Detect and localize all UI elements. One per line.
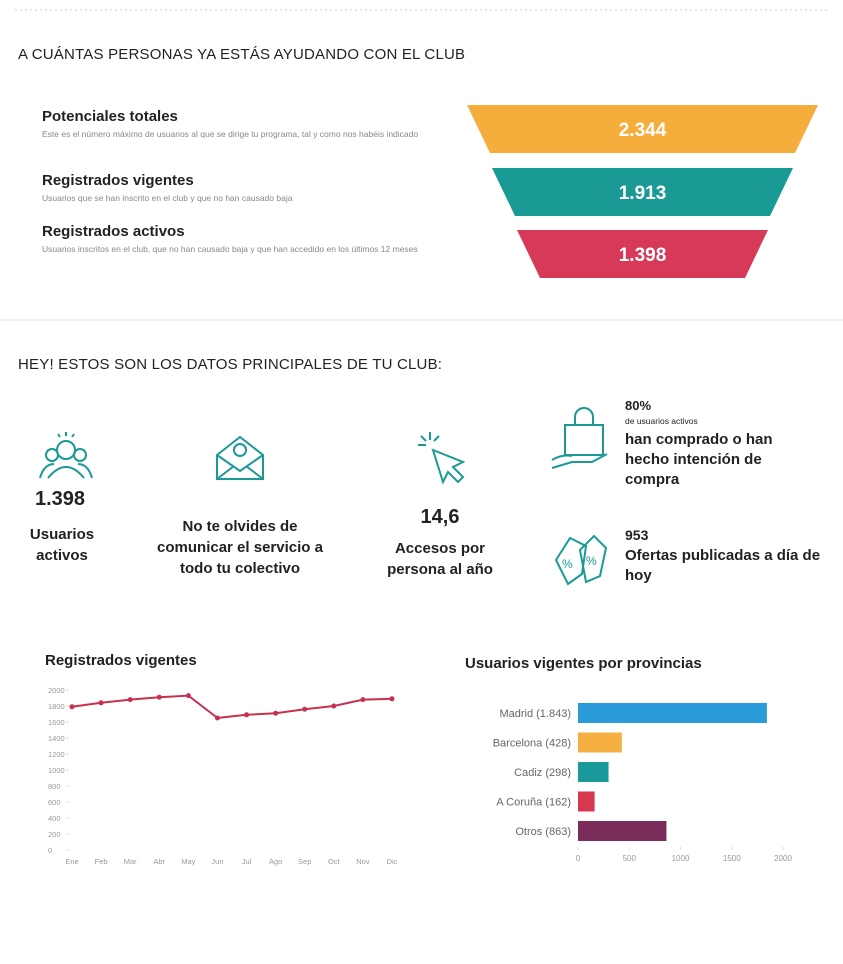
highlight-text: Ofertas publicadas a día de hoy: [625, 547, 821, 584]
tags-icon: % %: [554, 534, 608, 586]
x-tick-label: Jul: [242, 857, 252, 866]
x-tick-label: Sep: [298, 857, 311, 866]
y-tick-label: 600: [48, 798, 61, 807]
y-tick-label: Madrid (1.843): [499, 708, 571, 720]
stat-label: Accesos por persona al año: [387, 540, 493, 578]
funnel-value: 1.913: [619, 183, 667, 204]
x-tick-label: Mar: [124, 857, 137, 866]
x-tick-label: Nov: [356, 857, 370, 866]
highlight-value: 953: [625, 527, 649, 543]
y-tick-label: 0: [48, 846, 52, 855]
y-tick-label: 1000: [48, 766, 65, 775]
y-tick-label: 1600: [48, 718, 65, 727]
point: [302, 706, 308, 712]
section-title: HEY! ESTOS SON LOS DATOS PRINCIPALES DE …: [18, 356, 443, 373]
point: [185, 693, 191, 699]
x-tick-label: Jun: [211, 857, 223, 866]
bar: [578, 732, 622, 753]
y-tick-label: 400: [48, 814, 61, 823]
x-tick-label: 0: [576, 854, 581, 863]
funnel-step: [517, 230, 768, 278]
svg-text:%: %: [586, 554, 597, 568]
x-tick-label: Oct: [328, 857, 341, 866]
point: [127, 697, 133, 703]
funnel-step: [492, 168, 793, 216]
bar: [578, 762, 609, 782]
funnel-description: Este es el número máximo de usuarios al …: [42, 129, 419, 139]
bar: [578, 703, 767, 723]
x-tick-label: Ene: [65, 857, 78, 866]
x-tick-label: 1500: [723, 854, 741, 863]
y-tick-label: 200: [48, 830, 61, 839]
stat-label: Usuarios activos: [29, 526, 95, 564]
y-tick-label: Otros (863): [515, 826, 571, 838]
funnel-title: Registrados activos: [42, 223, 185, 240]
point: [214, 715, 220, 721]
x-tick-label: Abr: [153, 857, 165, 866]
y-tick-label: 1400: [48, 734, 65, 743]
stat-value: 14,6: [420, 506, 460, 528]
bag-icon: [551, 407, 608, 469]
funnel-step: [467, 105, 818, 153]
y-tick-label: 800: [48, 782, 61, 791]
funnel-description: Usuarios que se han inscrito en el club …: [42, 193, 293, 203]
funnel-value: 2.344: [619, 120, 667, 141]
line: [71, 694, 393, 720]
y-tick-label: 1800: [48, 702, 65, 711]
point: [244, 712, 250, 718]
cursor-icon: [418, 432, 466, 485]
highlight-note: de usuarios activos: [625, 416, 698, 426]
x-tick-label: Dic: [387, 857, 398, 866]
y-tick-label: A Coruña (162): [496, 797, 571, 809]
y-tick-label: Barcelona (428): [493, 738, 571, 750]
funnel-title: Registrados vigentes: [42, 172, 194, 189]
y-tick-label: 1200: [48, 750, 65, 759]
svg-text:%: %: [562, 557, 573, 571]
x-tick-label: 2000: [774, 854, 792, 863]
x-tick-label: 500: [623, 854, 637, 863]
icons: % %: [39, 407, 608, 586]
bar: [578, 821, 667, 841]
point: [331, 703, 337, 709]
point: [360, 697, 366, 703]
funnel-value: 1.398: [619, 245, 667, 266]
section-title: A CUÁNTAS PERSONAS YA ESTÁS AYUDANDO CON…: [18, 46, 466, 63]
stat-label: No te olvides de comunicar el servicio a…: [157, 518, 323, 577]
point: [69, 704, 75, 710]
chart-title: Usuarios vigentes por provincias: [465, 655, 702, 672]
stat-value: 1.398: [35, 488, 86, 510]
funnel-description: Usuarios inscritos en el club, que no ha…: [42, 244, 418, 254]
funnel-title: Potenciales totales: [42, 108, 178, 125]
x-tick-label: May: [181, 857, 195, 866]
highlight-value: 80%: [625, 398, 652, 413]
x-tick-label: Ago: [269, 857, 282, 866]
users-icon: [39, 432, 93, 479]
point: [98, 700, 104, 706]
chart-title: Registrados vigentes: [45, 652, 197, 669]
point: [389, 696, 395, 702]
bar: [578, 791, 595, 812]
mail-icon: [216, 435, 264, 480]
x-tick-label: Feb: [95, 857, 108, 866]
x-tick-label: 1000: [672, 854, 690, 863]
point: [156, 694, 162, 700]
point: [273, 710, 279, 716]
y-tick-label: 2000: [48, 686, 65, 695]
y-tick-label: Cadiz (298): [514, 767, 571, 779]
highlight-text: han comprado o han hecho intención de co…: [625, 431, 773, 488]
